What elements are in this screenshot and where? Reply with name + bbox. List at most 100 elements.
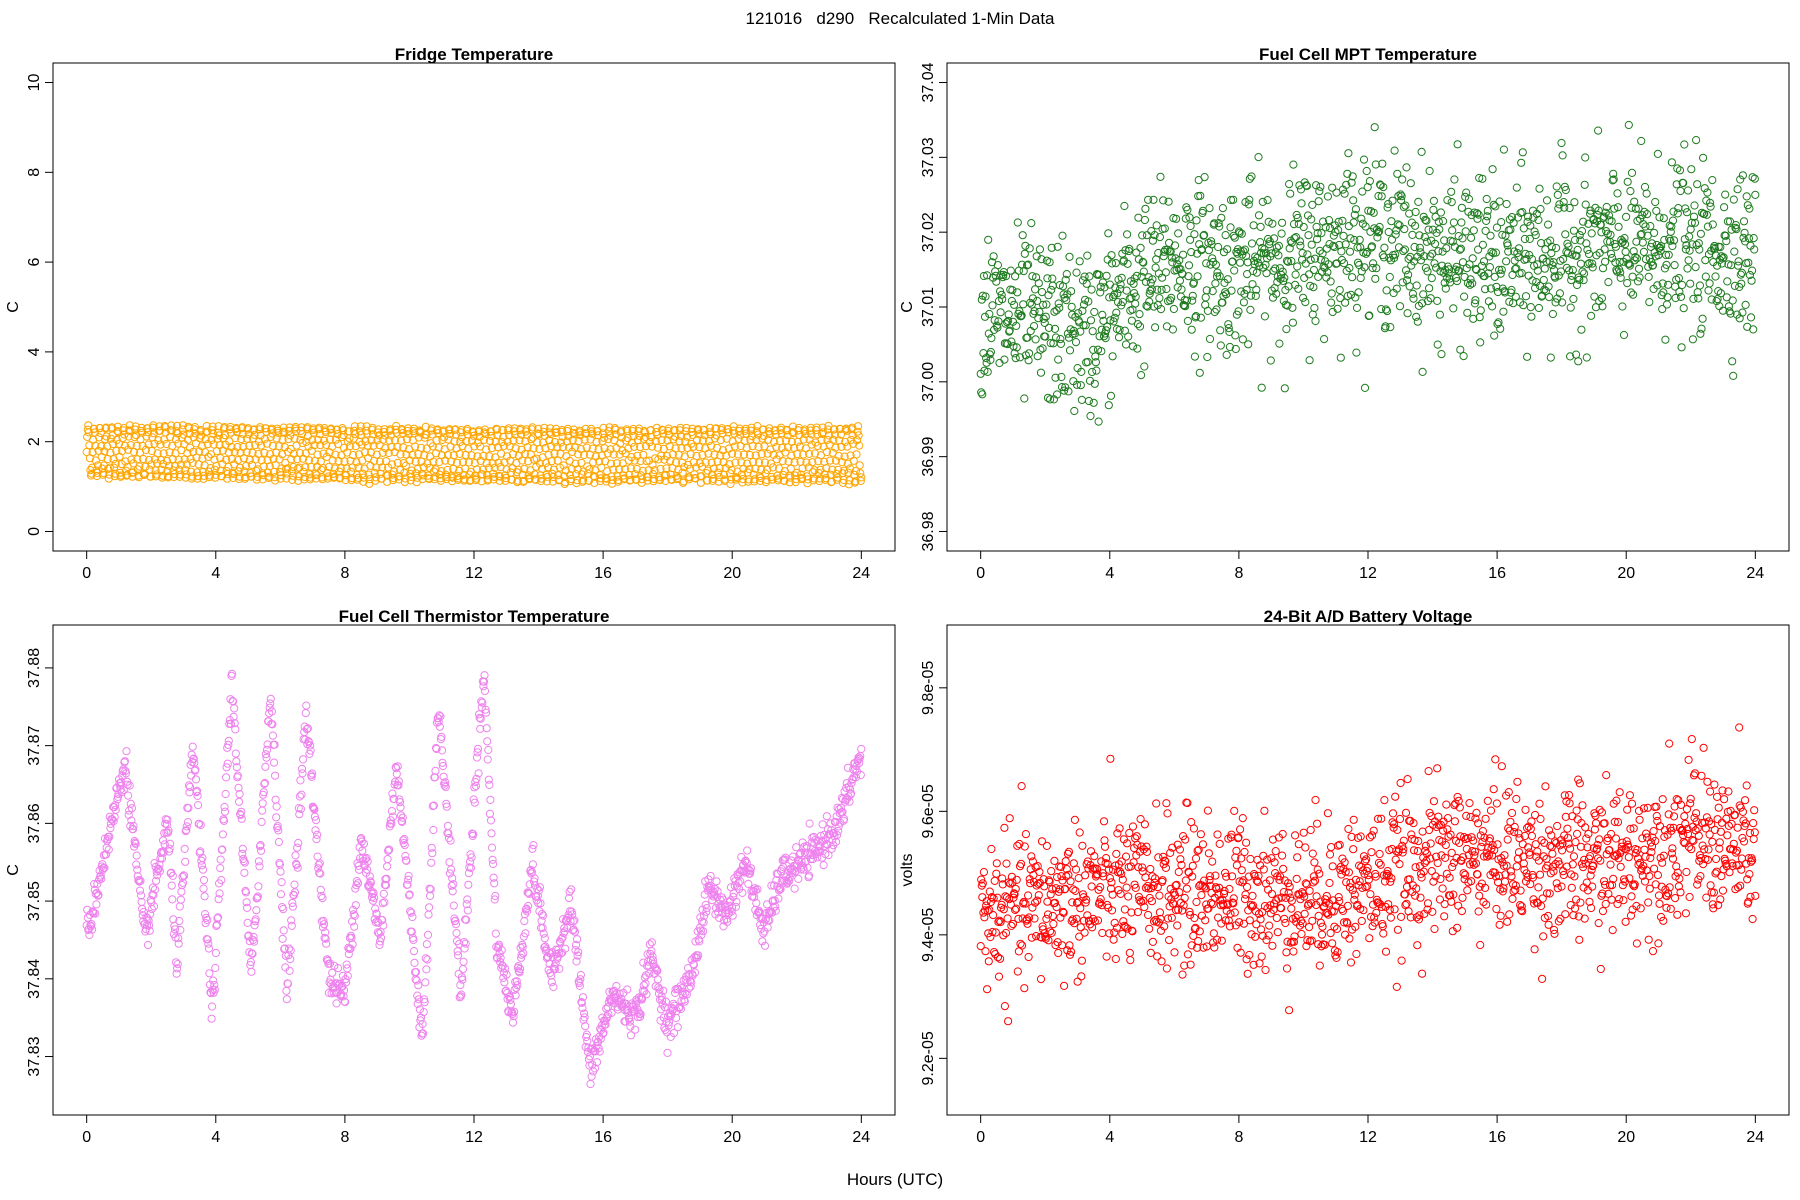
data-point xyxy=(1173,921,1182,930)
data-point xyxy=(581,1022,590,1031)
data-point xyxy=(619,475,629,484)
data-point xyxy=(427,858,436,867)
data-point xyxy=(1671,293,1680,303)
data-point xyxy=(1486,284,1496,293)
data-point xyxy=(383,471,392,480)
data-point xyxy=(1686,279,1695,288)
data-point xyxy=(209,429,218,438)
data-point xyxy=(978,893,987,902)
data-point xyxy=(1577,325,1586,334)
data-point xyxy=(669,435,678,444)
data-point xyxy=(830,425,839,434)
data-point xyxy=(1017,859,1026,869)
data-point xyxy=(380,425,389,434)
data-point xyxy=(486,816,496,825)
data-point xyxy=(1341,240,1350,249)
data-point xyxy=(1513,213,1523,222)
data-point xyxy=(1360,383,1370,392)
data-point xyxy=(1043,393,1053,402)
data-point xyxy=(1675,166,1685,175)
data-point xyxy=(633,435,643,445)
data-point xyxy=(1568,266,1577,275)
data-point xyxy=(204,944,213,953)
data-point xyxy=(803,475,813,484)
data-point xyxy=(1406,179,1415,188)
data-point xyxy=(445,425,454,434)
data-point xyxy=(1195,368,1204,377)
data-point xyxy=(425,903,434,912)
data-point xyxy=(164,472,173,481)
data-point xyxy=(694,425,703,434)
data-point xyxy=(1652,206,1661,215)
data-point xyxy=(214,422,223,431)
data-point xyxy=(573,476,582,485)
data-point xyxy=(522,425,531,434)
data-point xyxy=(1205,204,1214,213)
data-point xyxy=(1067,287,1076,296)
data-point xyxy=(250,425,259,434)
data-point xyxy=(1221,288,1230,297)
data-point xyxy=(541,458,551,468)
data-point xyxy=(179,430,188,439)
data-point xyxy=(1322,273,1331,282)
data-point xyxy=(1228,257,1237,266)
x-tick-label: 8 xyxy=(1234,565,1243,582)
data-point xyxy=(1270,234,1279,243)
data-point xyxy=(730,442,739,451)
data-point xyxy=(621,449,630,458)
data-point xyxy=(1349,196,1358,205)
data-point xyxy=(1078,306,1087,315)
data-point xyxy=(1489,200,1498,209)
data-point xyxy=(1043,910,1053,919)
data-point xyxy=(1316,255,1326,264)
data-point xyxy=(111,459,120,468)
data-point xyxy=(1153,952,1162,961)
data-point xyxy=(1626,288,1636,297)
data-point xyxy=(389,473,398,483)
data-point xyxy=(1191,854,1201,863)
data-point xyxy=(199,876,209,885)
data-point xyxy=(1066,877,1075,886)
data-point xyxy=(625,476,634,485)
data-point xyxy=(1528,276,1537,285)
data-point xyxy=(1621,247,1630,256)
data-point xyxy=(1044,323,1054,332)
data-point xyxy=(367,436,376,445)
data-point xyxy=(435,457,444,467)
data-point xyxy=(1336,353,1345,362)
data-point xyxy=(258,806,267,815)
data-point xyxy=(638,475,647,484)
data-point xyxy=(1105,929,1114,938)
data-point xyxy=(1002,859,1011,868)
data-point xyxy=(216,855,225,864)
data-point xyxy=(1687,165,1696,174)
data-point xyxy=(463,430,472,439)
x-tick-label: 8 xyxy=(340,1129,349,1146)
data-point xyxy=(1489,249,1498,258)
data-point xyxy=(856,476,865,485)
data-point xyxy=(1265,921,1274,930)
data-point xyxy=(444,435,453,444)
data-point xyxy=(1185,213,1194,222)
data-point xyxy=(1317,267,1327,276)
data-point xyxy=(137,423,146,432)
data-point xyxy=(1007,921,1016,931)
data-point xyxy=(414,981,423,990)
data-point xyxy=(538,464,547,473)
figure-suptitle: 121016 d290 Recalculated 1-Min Data xyxy=(745,9,1055,28)
data-point xyxy=(748,442,757,451)
data-point xyxy=(1359,155,1369,164)
data-point xyxy=(274,428,283,437)
data-point xyxy=(1140,820,1150,829)
data-point xyxy=(1678,280,1687,290)
data-point xyxy=(1149,195,1158,204)
data-point xyxy=(200,892,209,901)
data-point xyxy=(1321,223,1330,232)
data-point xyxy=(1648,261,1658,270)
data-point xyxy=(1553,294,1562,303)
data-point xyxy=(1392,284,1401,293)
data-point xyxy=(282,986,291,996)
data-point xyxy=(1643,210,1652,219)
data-point xyxy=(1132,832,1141,841)
data-point xyxy=(745,450,755,460)
